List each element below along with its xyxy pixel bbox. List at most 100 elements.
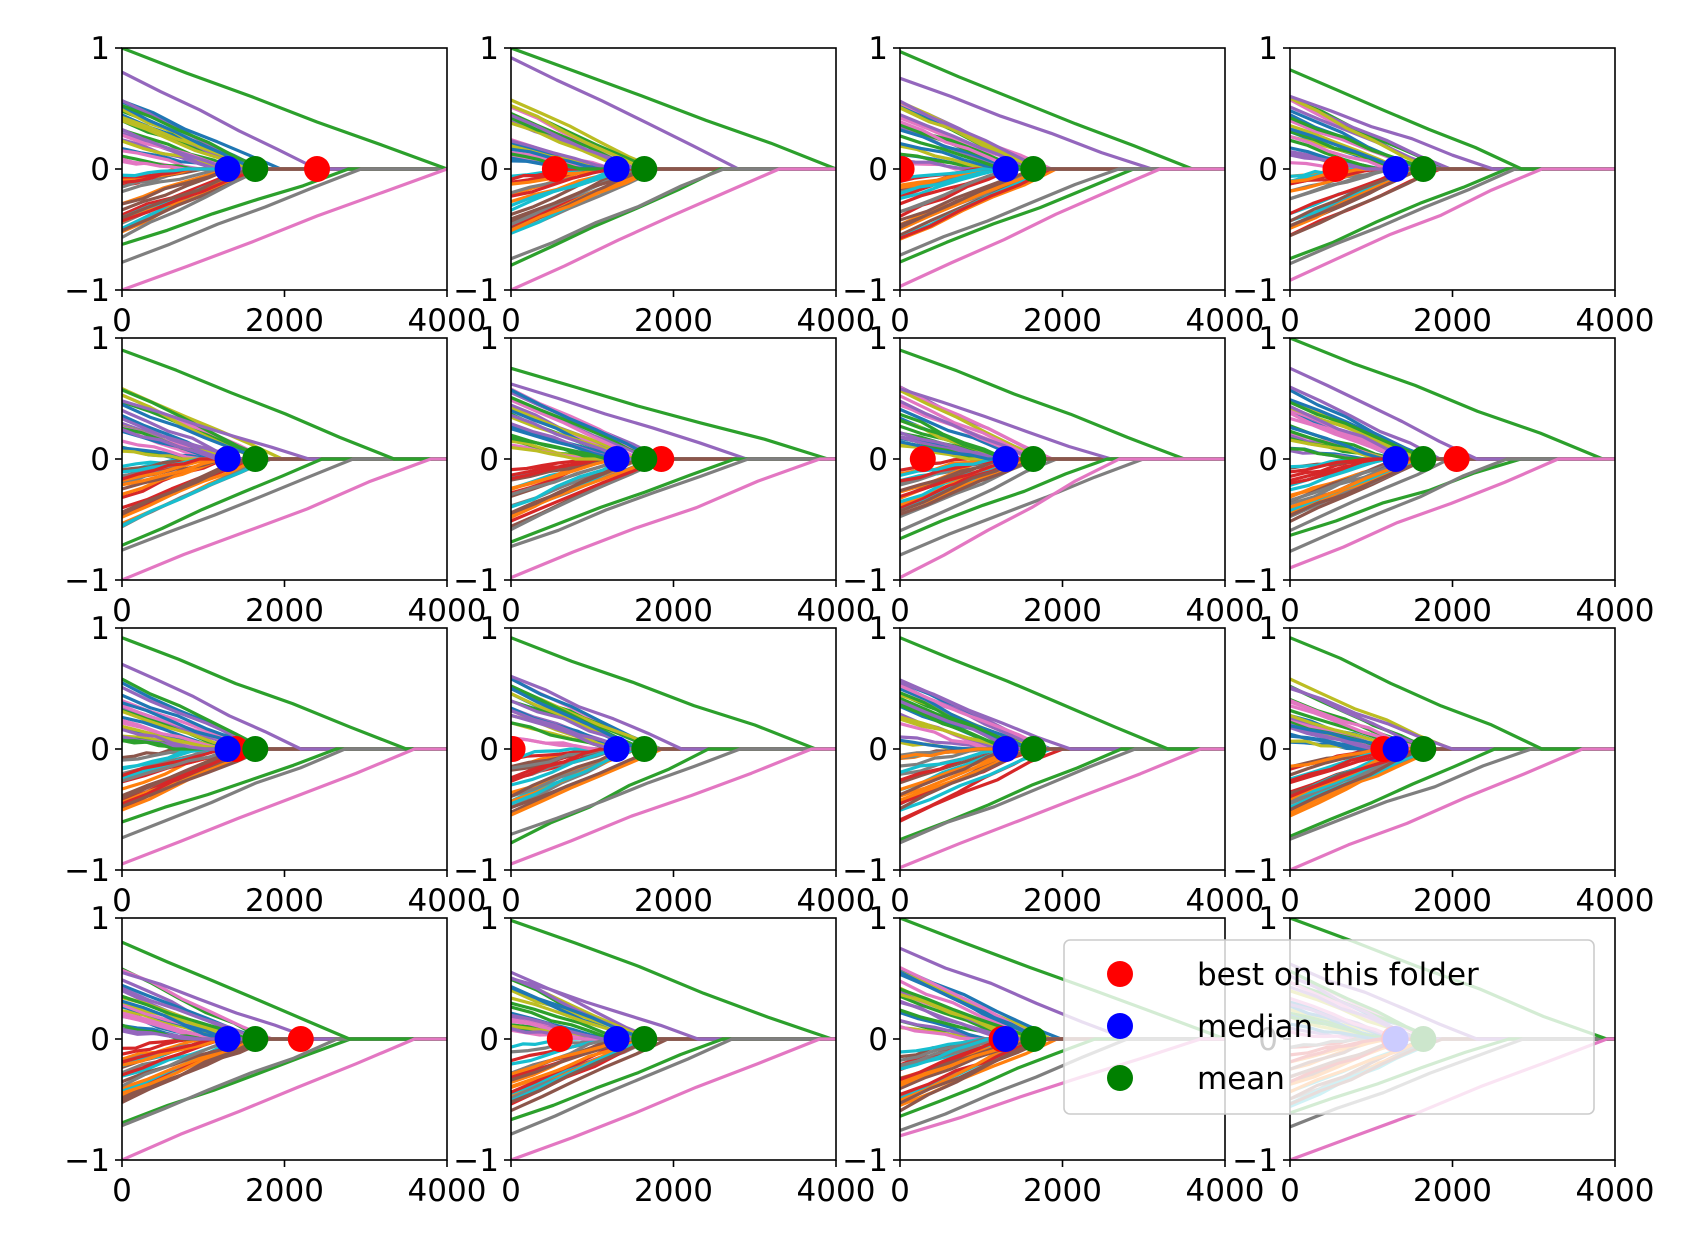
x-tick-label: 0	[501, 1173, 521, 1209]
mean-marker	[1410, 156, 1437, 182]
y-tick-label: 0	[868, 1022, 888, 1058]
y-tick-label: 1	[868, 31, 888, 67]
y-tick-label: −1	[842, 853, 888, 889]
y-tick-label: 0	[479, 732, 499, 768]
y-tick-label: −1	[453, 853, 499, 889]
plot-area	[900, 636, 1225, 870]
plot-area	[511, 48, 836, 290]
x-tick-label: 4000	[797, 303, 876, 339]
x-tick-label: 2000	[245, 1173, 324, 1209]
series-line	[122, 739, 447, 751]
legend-label: mean	[1197, 1061, 1285, 1097]
y-tick-label: −1	[1232, 1143, 1278, 1179]
series-line-top	[900, 636, 1225, 751]
series-line	[900, 747, 1225, 759]
y-tick-label: 0	[90, 1022, 110, 1058]
plot-area	[1290, 338, 1615, 570]
series-line	[900, 167, 1225, 181]
y-tick-label: −1	[453, 1143, 499, 1179]
series-line	[511, 445, 836, 461]
best-marker	[287, 1026, 314, 1052]
x-tick-label: 4000	[1186, 303, 1265, 339]
median-marker	[214, 446, 241, 472]
x-tick-label: 0	[1280, 303, 1300, 339]
x-tick-label: 0	[890, 1173, 910, 1209]
series-line	[511, 976, 836, 1041]
series-line	[1290, 94, 1615, 171]
series-line	[122, 167, 447, 178]
x-tick-label: 4000	[797, 1173, 876, 1209]
x-tick-label: 0	[501, 883, 521, 919]
series-line	[511, 457, 836, 544]
x-tick-label: 0	[501, 303, 521, 339]
x-tick-label: 0	[1280, 593, 1300, 629]
series-line	[122, 747, 447, 824]
plot-area	[511, 366, 836, 580]
series-line	[1290, 366, 1615, 461]
series-line	[511, 747, 836, 836]
y-tick-label: −1	[1232, 853, 1278, 889]
y-tick-label: 1	[90, 901, 110, 937]
series-line-bottom	[511, 747, 836, 866]
series-line	[900, 747, 1225, 845]
y-tick-label: −1	[64, 563, 110, 599]
x-tick-label: 2000	[1023, 303, 1102, 339]
series-line-top	[122, 48, 447, 171]
x-tick-label: 0	[112, 1173, 132, 1209]
best-marker	[511, 736, 526, 762]
y-tick-label: 0	[479, 1022, 499, 1058]
series-line-bottom	[511, 457, 836, 580]
y-tick-label: −1	[453, 273, 499, 309]
x-tick-label: 4000	[408, 1173, 487, 1209]
mean-marker	[1410, 446, 1437, 472]
y-tick-label: 0	[90, 732, 110, 768]
plot-area	[122, 48, 447, 290]
x-tick-label: 4000	[408, 303, 487, 339]
y-tick-label: −1	[1232, 563, 1278, 599]
y-tick-label: 1	[479, 31, 499, 67]
legend-entry: mean	[1107, 1061, 1285, 1097]
series-line	[122, 399, 447, 461]
y-tick-label: −1	[842, 563, 888, 599]
plot-area	[1290, 636, 1615, 870]
median-marker	[214, 156, 241, 182]
series-line	[511, 674, 836, 751]
mean-marker	[1410, 736, 1437, 762]
series-line	[1290, 686, 1615, 751]
legend: best on this folder median mean	[1063, 939, 1595, 1115]
y-tick-label: 0	[1258, 442, 1278, 478]
y-tick-label: 1	[90, 31, 110, 67]
median-marker	[992, 156, 1019, 182]
y-tick-label: −1	[64, 853, 110, 889]
plot-area	[511, 636, 836, 866]
y-tick-label: 1	[1258, 321, 1278, 357]
series-line-top	[511, 48, 836, 171]
x-tick-label: 2000	[245, 593, 324, 629]
series-line	[122, 167, 447, 264]
median-marker	[214, 736, 241, 762]
x-tick-label: 2000	[1413, 883, 1492, 919]
best-marker	[546, 1026, 573, 1052]
series-line-bottom	[900, 457, 1225, 580]
y-tick-label: 1	[1258, 901, 1278, 937]
legend-marker	[1107, 1065, 1133, 1091]
mean-marker	[1020, 156, 1047, 182]
y-tick-label: 1	[868, 901, 888, 937]
series-line-top	[122, 940, 447, 1041]
series-line-bottom	[511, 1037, 836, 1160]
plot-area	[900, 348, 1225, 580]
y-tick-label: 1	[868, 321, 888, 357]
series-line-top	[1290, 68, 1615, 171]
series-line-bottom	[511, 167, 836, 290]
y-tick-label: −1	[1232, 273, 1278, 309]
x-tick-label: 4000	[1186, 883, 1265, 919]
x-tick-label: 4000	[797, 883, 876, 919]
best-marker	[1443, 446, 1470, 472]
series-line-bottom	[122, 747, 447, 866]
y-tick-label: 0	[868, 732, 888, 768]
best-marker	[541, 156, 568, 182]
